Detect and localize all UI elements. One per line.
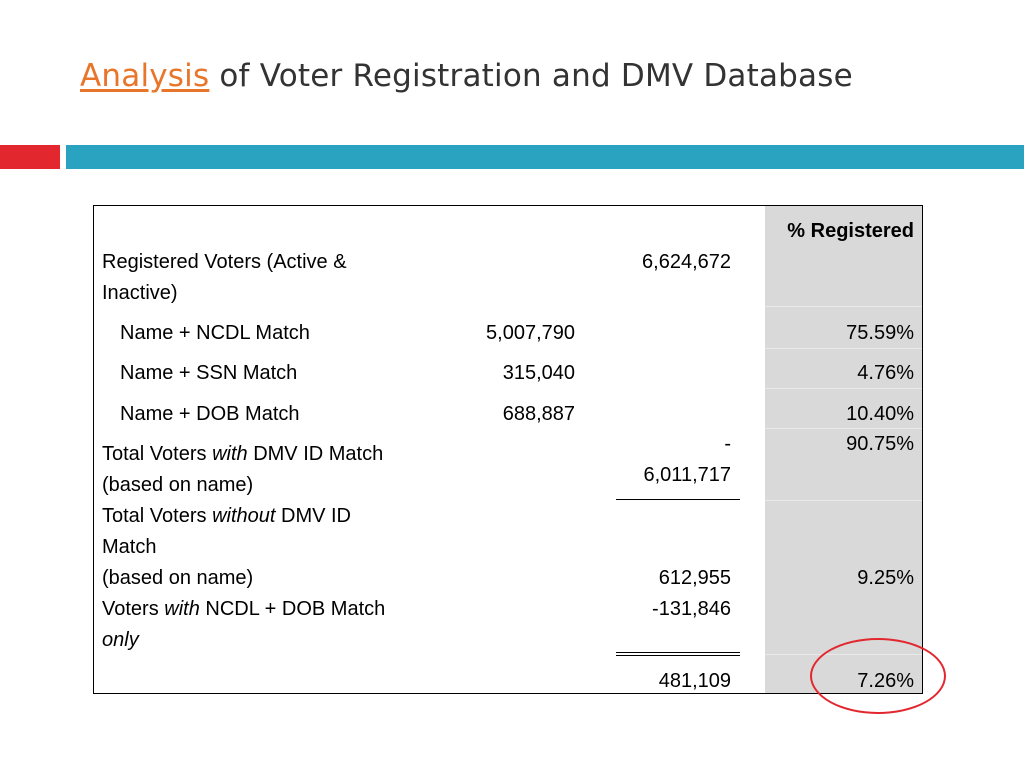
label-emphasis: without <box>212 505 276 527</box>
label-part: DMV ID <box>275 505 351 527</box>
ssn-match-count: 315,040 <box>502 362 575 384</box>
dob-match-count: 688,887 <box>502 403 575 425</box>
row-divider <box>765 388 922 389</box>
percent-registered-header: % Registered <box>787 220 914 242</box>
double-underline-bottom <box>616 655 740 656</box>
total-without-match-percent: 9.25% <box>857 567 914 589</box>
highlight-circle <box>810 638 946 714</box>
total-with-match-label-2: (based on name) <box>102 474 254 496</box>
subtotal-underline <box>616 499 740 500</box>
ncdl-dob-only-count: -131,846 <box>652 598 731 620</box>
analysis-link[interactable]: Analysis <box>80 58 210 94</box>
label-emphasis: with <box>212 443 248 465</box>
total-without-match-label-3: (based on name) <box>102 567 254 589</box>
row-divider <box>765 348 922 349</box>
dob-match-label: Name + DOB Match <box>120 403 300 425</box>
total-without-match-label: Total Voters without DMV ID <box>102 501 351 532</box>
label-emphasis: only <box>102 629 139 651</box>
total-with-minus-sign: - <box>724 433 731 455</box>
label-part: Total Voters <box>102 505 213 527</box>
dob-match-percent: 10.40% <box>846 403 914 425</box>
ncdl-match-percent: 75.59% <box>846 322 914 344</box>
row-divider <box>765 306 922 307</box>
ncdl-dob-only-label: Voters with NCDL + DOB Match <box>102 594 385 625</box>
registered-voters-total: 6,624,672 <box>642 251 731 273</box>
total-with-match-percent: 90.75% <box>846 433 914 455</box>
percent-column-shading <box>765 206 922 693</box>
title-rest: of Voter Registration and DMV Database <box>209 58 853 94</box>
ssn-match-label: Name + SSN Match <box>120 362 298 384</box>
final-total-count: 481,109 <box>658 670 731 692</box>
row-divider <box>765 428 922 429</box>
total-without-match-count: 612,955 <box>658 567 731 589</box>
ncdl-dob-only-label-2: only <box>102 625 139 656</box>
total-without-match-label-2: Match <box>102 536 157 558</box>
label-part: NCDL + DOB Match <box>199 598 386 620</box>
total-with-match-label: Total Voters with DMV ID Match <box>102 439 383 470</box>
total-with-match-count: 6,011,717 <box>643 464 732 486</box>
label-part: Total Voters <box>102 443 213 465</box>
ssn-match-percent: 4.76% <box>857 362 914 384</box>
ncdl-match-label: Name + NCDL Match <box>120 322 310 344</box>
slide-title: Analysis of Voter Registration and DMV D… <box>80 58 853 94</box>
accent-bar-red <box>0 145 60 169</box>
double-underline-top <box>616 652 740 653</box>
label-emphasis: with <box>164 598 200 620</box>
ncdl-match-count: 5,007,790 <box>486 322 575 344</box>
registered-voters-label-2: Inactive) <box>102 282 178 304</box>
registered-voters-label: Registered Voters (Active & <box>102 251 347 273</box>
voter-analysis-table: % Registered Registered Voters (Active &… <box>93 205 923 694</box>
accent-bar-blue <box>66 145 1024 169</box>
row-divider <box>765 500 922 501</box>
label-part: Voters <box>102 598 165 620</box>
label-part: DMV ID Match <box>247 443 384 465</box>
